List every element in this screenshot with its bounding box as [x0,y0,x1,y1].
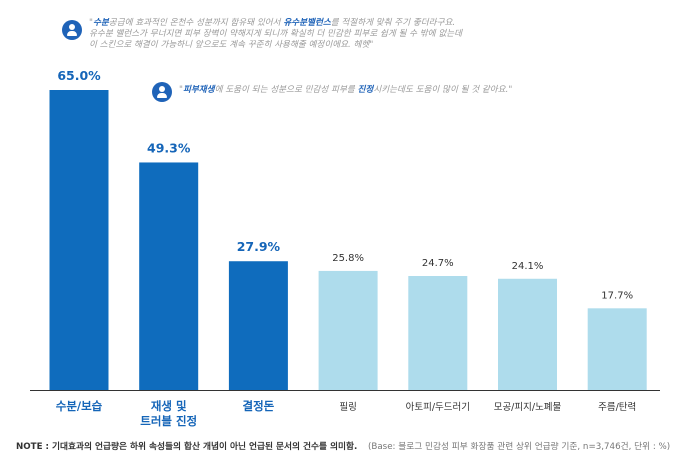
quote-line: "수분공급에 효과적인 온천수 성분까지 함유돼 있어서 유수분밸런스를 적절하… [89,18,462,29]
bar [498,278,557,390]
bar [49,90,109,390]
quote-highlight: 수분 [92,18,109,28]
data-label: 17.7% [601,290,633,301]
quote-text: " [89,18,93,28]
bar [228,261,288,390]
user-avatar-icon [152,82,172,102]
quote-highlight: 유수분밸런스 [283,18,331,28]
bar [587,308,647,390]
category-label: 필링 [339,401,356,413]
quote-line: "피부재생에 도움이 되는 성분으로 민감성 피부를 진정시키는데도 도움이 많… [179,85,512,96]
quote-line: 유수분 밸런스가 무너지면 피부 장벽이 약해지게 되니까 확실히 더 민감한 … [89,29,463,39]
review-quote-moisture: "수분공급에 효과적인 온천수 성분까지 함유돼 있어서 유수분밸런스를 적절하… [62,18,462,51]
quote-text: 시키는데도 도움이 많이 될 것 같아요." [373,85,513,95]
quote-text: 를 적절하게 맞춰 주기 좋더라구요. [330,18,456,28]
quote-text: " [179,85,183,95]
quote-text: 공급에 효과적인 온천수 성분까지 함유돼 있어서 [108,18,284,28]
user-avatar-icon [62,20,82,40]
review-quote-regeneration: "피부재생에 도움이 되는 성분으로 민감성 피부를 진정시키는데도 도움이 많… [152,80,512,102]
base-note: (Base: 블로그 민감성 피부 화장품 관련 상위 언급량 기준, n=3,… [368,442,671,452]
category-label: 재생 및 [151,399,187,413]
quote-line: 이 스킨으로 해결이 가능하니 앞으로도 계속 꾸준히 사용해줄 예정이에요. … [89,40,374,50]
data-label: 27.9% [237,239,281,254]
category-label: 아토피/두드러기 [406,402,470,413]
quote-text: 에 도움이 되는 성분으로 민감성 피부를 [214,85,358,95]
category-label: 트러블 진정 [140,414,197,428]
footnote: NOTE : 기대효과의 언급량은 하위 속성들의 합산 개념이 아닌 언급된 … [16,442,358,452]
data-label: 25.8% [332,253,364,264]
bar [408,276,468,390]
category-label: 모공/피지/노폐물 [494,401,562,413]
data-label: 65.0% [57,68,101,83]
data-label: 24.1% [512,261,544,272]
category-label: 수분/보습 [56,399,103,413]
quote-highlight: 진정 [357,85,374,95]
category-label: 결정돈 [243,399,275,413]
category-label: 주름/탄력 [598,401,636,413]
data-label: 24.7% [422,258,454,269]
data-label: 49.3% [147,140,191,155]
quote-highlight: 피부재생 [182,85,215,95]
bar [139,162,199,390]
bar [318,270,378,390]
